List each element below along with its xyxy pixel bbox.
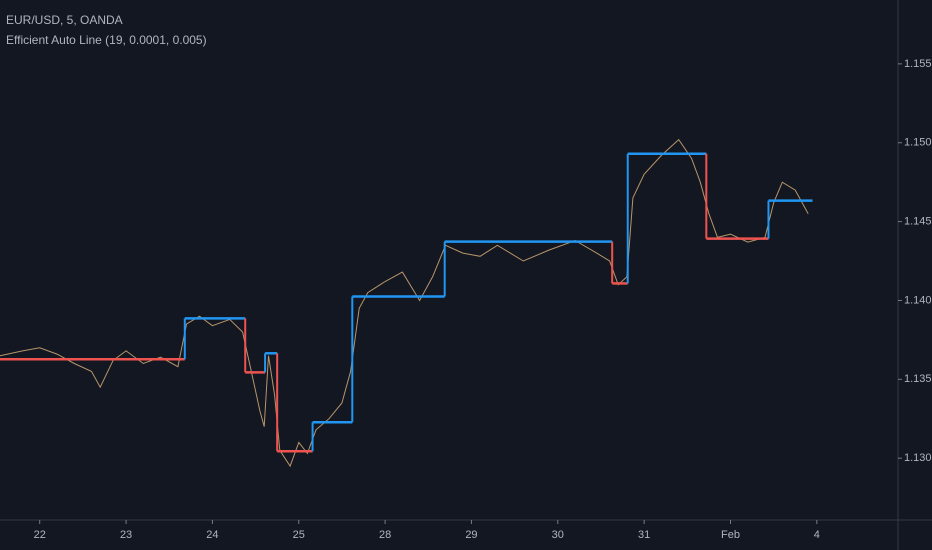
x-tick-label: 31 (638, 529, 650, 541)
x-tick-label: 30 (552, 529, 564, 541)
x-tick-label: 29 (465, 529, 477, 541)
plot-area (0, 138, 813, 468)
x-tick-label: 4 (814, 529, 820, 541)
x-tick-label: 22 (34, 529, 46, 541)
y-tick-label: 1.14000 (904, 294, 932, 306)
symbol-label: EUR/USD, 5, OANDA (6, 13, 123, 27)
indicator-label: Efficient Auto Line (19, 0.0001, 0.005) (6, 33, 207, 47)
x-tick-label: 28 (379, 529, 391, 541)
y-tick-label: 1.14500 (904, 216, 932, 228)
y-tick-label: 1.13000 (904, 452, 932, 464)
x-tick-label: Feb (721, 529, 740, 541)
y-tick-label: 1.13500 (904, 373, 932, 385)
y-tick-label: 1.15500 (904, 58, 932, 70)
x-tick-label: 25 (293, 529, 305, 541)
y-tick-label: 1.15000 (904, 137, 932, 149)
x-tick-label: 23 (120, 529, 132, 541)
x-tick-label: 24 (206, 529, 218, 541)
